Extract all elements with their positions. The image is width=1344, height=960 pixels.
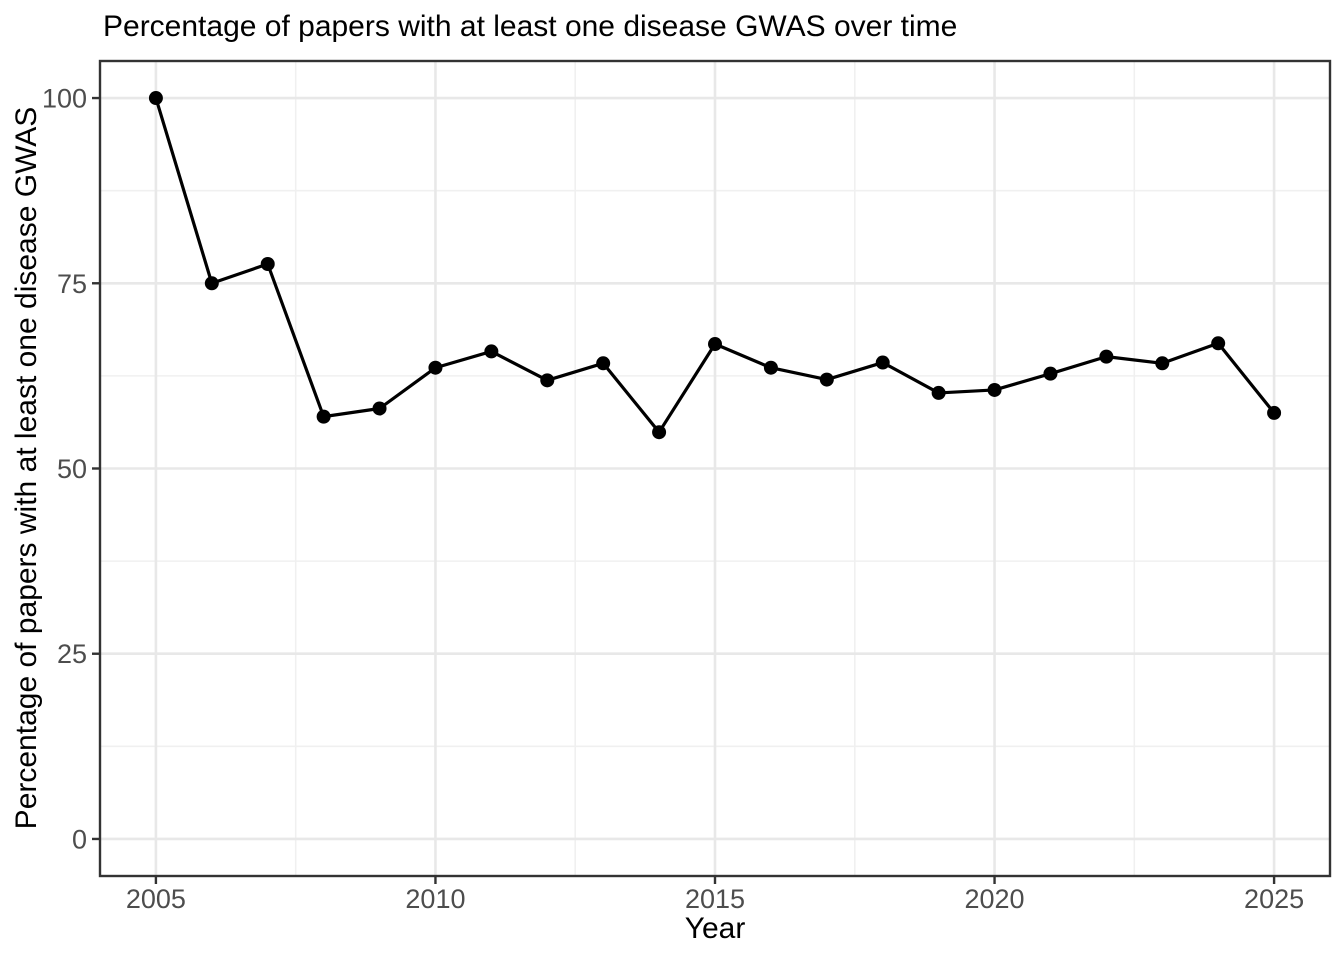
x-tick-label: 2010 <box>405 884 465 914</box>
data-point <box>1267 405 1282 420</box>
x-tick-label: 2015 <box>685 884 745 914</box>
grid-major <box>100 61 1330 876</box>
axis-ticks <box>92 96 1276 884</box>
data-point <box>596 356 611 371</box>
axis-tick-labels: 2005 2010 2015 2020 2025 0 25 50 75 100 <box>42 84 1304 914</box>
data-point <box>931 385 946 400</box>
data-point <box>484 344 499 359</box>
data-point <box>875 355 890 370</box>
data-points <box>148 91 1282 440</box>
data-point <box>204 276 219 291</box>
y-tick-label: 100 <box>42 84 87 114</box>
data-point <box>1099 349 1114 364</box>
data-point <box>148 91 163 106</box>
data-point <box>428 360 443 375</box>
y-tick-label: 0 <box>72 824 87 854</box>
x-axis-title: Year <box>684 912 746 945</box>
x-tick-label: 2005 <box>126 884 186 914</box>
data-point <box>819 372 834 387</box>
data-point <box>540 373 555 388</box>
data-point <box>316 409 331 424</box>
data-point <box>708 337 722 352</box>
y-tick-label: 75 <box>57 269 87 299</box>
data-point <box>372 401 387 416</box>
x-tick-label: 2020 <box>965 884 1025 914</box>
data-point <box>1211 336 1226 351</box>
data-point <box>987 382 1002 397</box>
x-tick-label: 2025 <box>1244 884 1304 914</box>
data-point <box>1043 366 1058 381</box>
data-point <box>260 257 275 272</box>
y-tick-label: 25 <box>57 639 87 669</box>
data-point <box>763 360 778 375</box>
data-point <box>1155 356 1170 371</box>
y-tick-label: 50 <box>57 454 87 484</box>
chart-title: Percentage of papers with at least one d… <box>103 10 958 43</box>
data-point <box>652 425 667 440</box>
